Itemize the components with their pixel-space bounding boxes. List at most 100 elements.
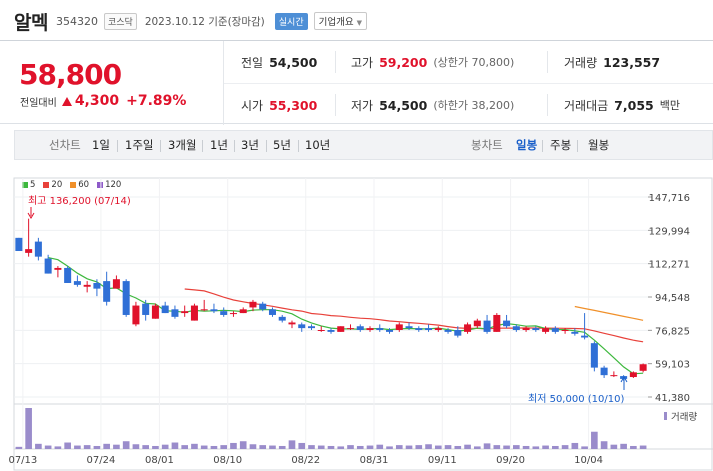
- volume-bar: [171, 442, 179, 449]
- volume-bar: [473, 446, 481, 449]
- legend-ma5: 5: [22, 180, 35, 190]
- tab-period-1y[interactable]: 1년: [210, 138, 228, 152]
- company-info-button[interactable]: 기업개요 ▼: [313, 12, 367, 30]
- open-value: 55,300: [269, 97, 318, 113]
- volume-bar: [415, 445, 423, 449]
- tab-period-10y[interactable]: 10년: [305, 138, 331, 152]
- candle-body: [444, 330, 452, 332]
- y-tick-label: 41,380: [655, 393, 690, 404]
- candle-body: [542, 328, 550, 332]
- ma5-line: [47, 257, 644, 375]
- volume-bar: [561, 445, 569, 449]
- chart-period-tabs: 선차트 1일 1주일 3개월 1년 3년 5년 10년 봉차트 일봉 주봉 월봉: [14, 130, 713, 160]
- tab-candle-chart[interactable]: 봉차트: [471, 138, 503, 152]
- volume-bar: [610, 444, 618, 449]
- candle-body: [200, 309, 208, 311]
- divider: [234, 140, 235, 152]
- volume-bar: [230, 442, 237, 449]
- volume-bar: [181, 445, 189, 449]
- volume-bar: [44, 445, 52, 449]
- volume-bar: [425, 444, 432, 449]
- divider: [298, 140, 299, 152]
- tab-period-1d[interactable]: 1일: [92, 138, 110, 152]
- candle-body: [44, 258, 52, 274]
- divider: [266, 140, 267, 152]
- volume-bar: [83, 445, 91, 449]
- candle-body: [83, 284, 91, 287]
- tab-period-3m[interactable]: 3개월: [168, 138, 197, 152]
- tab-candle-daily[interactable]: 일봉: [516, 138, 538, 152]
- volume-bar: [64, 442, 71, 449]
- trade-value-cell: 거래대금 7,055 백만: [564, 84, 680, 126]
- candle-body: [532, 328, 540, 331]
- candle-body: [366, 328, 374, 331]
- divider: [117, 140, 118, 152]
- candle-body: [64, 267, 72, 283]
- y-tick-label: 129,994: [649, 226, 690, 237]
- divider: [577, 140, 578, 152]
- candle-body: [181, 311, 189, 314]
- divider: [542, 140, 543, 152]
- quote-grid: 전일 54,500 고가 59,200 (상한가 70,800) 거래량 123…: [224, 41, 713, 125]
- change-percent: +7.89%: [126, 93, 187, 109]
- candle-body: [239, 309, 247, 314]
- tab-candle-weekly[interactable]: 주봉: [550, 138, 572, 152]
- quote-panel: 58,800 전일대비 4,300 +7.89% 전일 54,500 고가 59…: [0, 40, 713, 125]
- y-tick-label: 112,271: [649, 260, 690, 271]
- tab-period-3y[interactable]: 3년: [241, 138, 259, 152]
- volume-bar: [405, 445, 413, 449]
- candle-body: [464, 324, 472, 332]
- divider: [202, 140, 203, 152]
- volume-bar: [220, 445, 228, 449]
- volume-bar: [395, 445, 403, 449]
- candle-body: [93, 282, 101, 289]
- candle-body: [356, 326, 364, 331]
- volume-bar: [308, 445, 315, 449]
- divider: [547, 94, 548, 116]
- volume-bar: [503, 445, 510, 449]
- max-arrow-head: [27, 212, 35, 219]
- trade-value-label: 거래대금: [564, 98, 609, 113]
- candle-body: [600, 367, 608, 376]
- candle-body: [161, 305, 169, 314]
- low-label: 저가: [351, 98, 374, 113]
- tab-line-chart[interactable]: 선차트: [49, 138, 81, 152]
- volume-bar: [571, 442, 579, 449]
- price-change: 전일대비 4,300 +7.89%: [20, 93, 186, 109]
- volume-bar: [132, 444, 140, 449]
- min-price-label: 최저 50,000 (10/10): [528, 393, 624, 405]
- volume-bar: [142, 445, 149, 449]
- divider: [160, 140, 161, 152]
- volume-bar: [15, 446, 23, 449]
- volume-bar: [347, 445, 354, 449]
- candle-body: [425, 328, 433, 331]
- volume-bar: [434, 445, 442, 449]
- volume-bar: [591, 431, 598, 449]
- candle-body: [142, 303, 150, 315]
- x-tick-label: 09/20: [496, 455, 525, 466]
- volume-bar: [493, 445, 501, 449]
- change-amount: 4,300: [74, 93, 120, 109]
- candle-body: [376, 328, 384, 331]
- volume-bar: [386, 446, 393, 449]
- volume-bar: [35, 443, 42, 449]
- tab-period-1w[interactable]: 1주일: [125, 138, 154, 152]
- prev-close-label: 전일: [241, 55, 264, 70]
- trade-value-unit: 백만: [659, 99, 680, 112]
- candle-body: [25, 249, 33, 253]
- tab-period-5y[interactable]: 5년: [273, 138, 291, 152]
- volume-bar: [269, 445, 276, 449]
- candle-body: [210, 309, 218, 312]
- price-chart[interactable]: 147,716 129,994 112,271 94,548 76,825 59,103 4…: [0, 172, 713, 471]
- candle-body: [434, 328, 442, 331]
- volume-bar: [522, 445, 530, 449]
- volume-bar: [581, 446, 588, 449]
- candle-body: [581, 335, 589, 338]
- volume-bar: [513, 445, 520, 449]
- lower-limit: (하한가 38,200): [433, 99, 515, 112]
- candle-body: [54, 267, 62, 270]
- chevron-down-icon: ▼: [356, 19, 362, 27]
- candle-body: [317, 330, 325, 332]
- tab-candle-monthly[interactable]: 월봉: [588, 138, 610, 152]
- realtime-button[interactable]: 실시간: [274, 12, 308, 30]
